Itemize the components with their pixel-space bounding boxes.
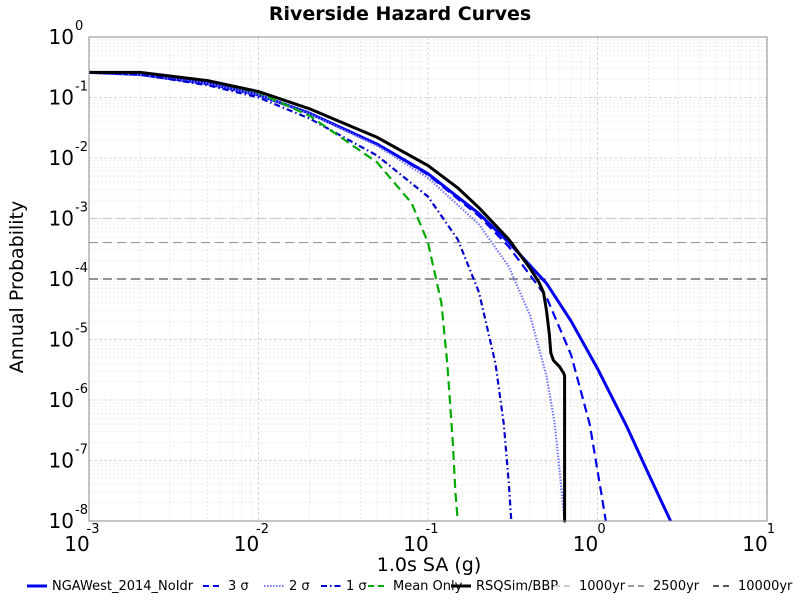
series-layer (88, 70, 767, 523)
y-tick-label: 10 (49, 25, 74, 49)
y-tick-label: 10 (49, 388, 74, 412)
plot-frame (88, 36, 768, 522)
x-tick-label: 10 (742, 532, 767, 556)
legend-label-rsqsim-bbp: RSQSim/BBP (476, 579, 558, 594)
x-tick-exponent: -3 (87, 522, 100, 537)
chart-title: Riverside Hazard Curves (269, 3, 531, 25)
y-tick-exponent: -6 (75, 382, 88, 397)
y-tick-label: 10 (49, 449, 74, 473)
legend-label-2: 2 σ (289, 579, 310, 594)
legend-label-1000yr: 1000yr (579, 579, 626, 594)
y-tick-label: 10 (49, 86, 74, 110)
x-tick-label: 10 (573, 532, 598, 556)
y-tick-label: 10 (49, 207, 74, 231)
y-tick-exponent: -7 (75, 443, 88, 458)
y-tick-label: 10 (49, 267, 74, 291)
x-tick-exponent: 0 (597, 522, 605, 537)
y-tick-exponent: 0 (75, 19, 83, 34)
y-tick-exponent: -2 (75, 140, 88, 155)
y-tick-label: 10 (49, 509, 74, 533)
y-tick-exponent: -5 (75, 322, 88, 337)
x-tick-exponent: -2 (256, 522, 269, 537)
x-tick-label: 10 (403, 532, 428, 556)
legend-label-ngawest-2014-noidr: NGAWest_2014_NoIdr (52, 579, 194, 594)
series-line-ngawest-2014-noidr (88, 70, 672, 522)
y-tick-label: 10 (49, 146, 74, 170)
legend-label-2500yr: 2500yr (653, 579, 700, 594)
legend-label-10000yr: 10000yr (738, 579, 793, 594)
legend-label-1: 1 σ (346, 579, 367, 594)
series-line-1 (88, 71, 513, 522)
legend-label-mean-only: Mean Only (393, 579, 463, 594)
y-tick-exponent: -4 (75, 261, 88, 276)
x-axis-label: 1.0s SA (g) (377, 554, 482, 576)
y-tick-label: 10 (49, 328, 74, 352)
series-line-rsqsim-bbp (89, 70, 567, 523)
y-tick-exponent: -3 (75, 201, 88, 216)
legend: NGAWest_2014_NoIdr 3 σ 2 σ 1 σ Mean Only RSQS… (27, 579, 793, 594)
y-tick-exponent: -8 (75, 503, 88, 518)
x-tick-label: 10 (64, 532, 89, 556)
x-tick-exponent: -1 (426, 522, 439, 537)
series-line-3 (88, 71, 607, 522)
x-tick-exponent: 1 (767, 522, 775, 537)
y-tick-exponent: -1 (75, 80, 88, 95)
legend-label-3: 3 σ (228, 579, 249, 594)
x-tick-label: 10 (234, 532, 259, 556)
y-axis-label: Annual Probability (6, 201, 28, 374)
